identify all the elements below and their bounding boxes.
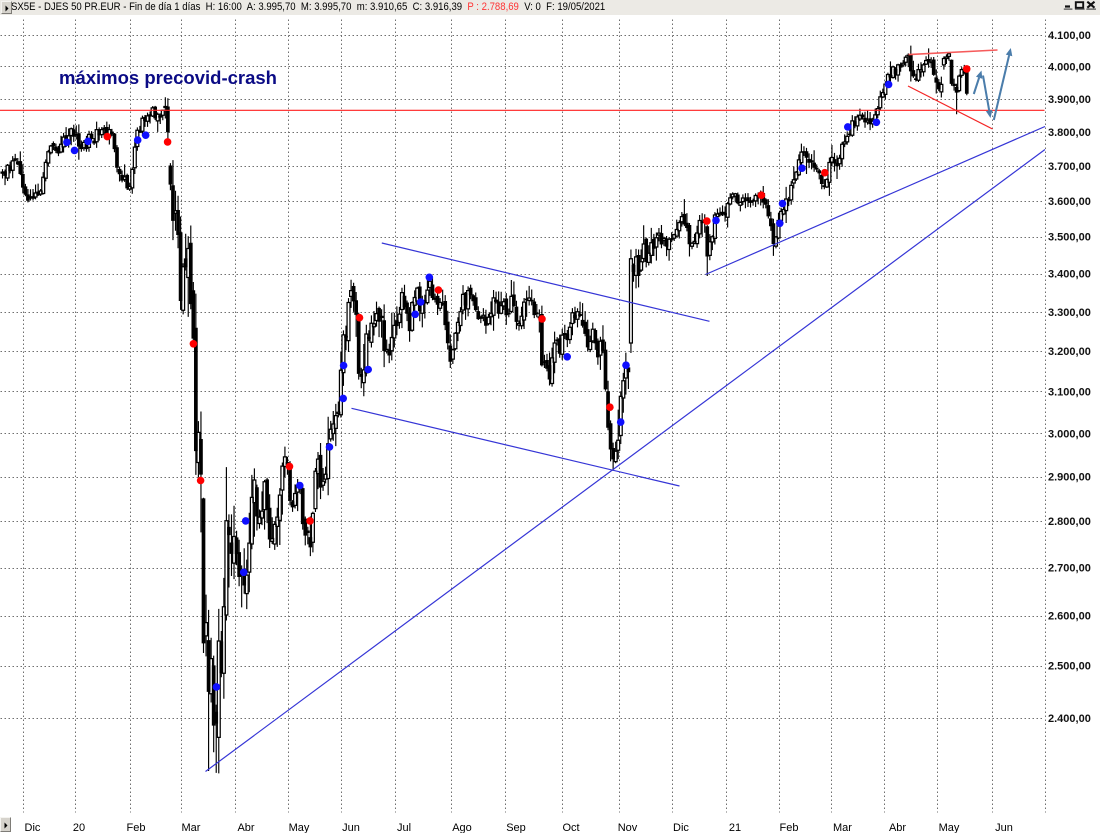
svg-text:2.800,00: 2.800,00 bbox=[1048, 516, 1091, 528]
svg-text:2.900,00: 2.900,00 bbox=[1048, 472, 1091, 484]
svg-text:4.100,00: 4.100,00 bbox=[1048, 30, 1091, 42]
svg-text:3.300,00: 3.300,00 bbox=[1048, 307, 1091, 319]
svg-text:3.600,00: 3.600,00 bbox=[1048, 196, 1091, 208]
svg-text:May: May bbox=[939, 822, 960, 833]
svg-text:Nov: Nov bbox=[618, 822, 638, 833]
svg-text:May: May bbox=[289, 822, 310, 833]
svg-text:Abr: Abr bbox=[237, 822, 254, 833]
svg-text:máximos precovid-crash: máximos precovid-crash bbox=[59, 67, 277, 88]
svg-text:Dic: Dic bbox=[673, 822, 689, 833]
svg-text:3.000,00: 3.000,00 bbox=[1048, 428, 1091, 440]
svg-text:2.500,00: 2.500,00 bbox=[1048, 661, 1091, 673]
svg-text:4.000,00: 4.000,00 bbox=[1048, 62, 1091, 74]
svg-text:Mar: Mar bbox=[182, 822, 201, 833]
svg-text:Mar: Mar bbox=[833, 822, 852, 833]
svg-text:Jun: Jun bbox=[342, 822, 360, 833]
svg-text:3.400,00: 3.400,00 bbox=[1048, 269, 1091, 281]
svg-text:2.600,00: 2.600,00 bbox=[1048, 611, 1091, 623]
svg-text:Jun: Jun bbox=[995, 822, 1013, 833]
svg-text:3.700,00: 3.700,00 bbox=[1048, 161, 1091, 173]
svg-text:Oct: Oct bbox=[562, 822, 579, 833]
svg-text:Feb: Feb bbox=[127, 822, 146, 833]
svg-text:Abr: Abr bbox=[889, 822, 906, 833]
svg-text:2.400,00: 2.400,00 bbox=[1048, 713, 1091, 725]
svg-text:21: 21 bbox=[729, 822, 741, 833]
svg-text:2.700,00: 2.700,00 bbox=[1048, 563, 1091, 575]
svg-text:3.500,00: 3.500,00 bbox=[1048, 232, 1091, 244]
svg-text:20: 20 bbox=[73, 822, 85, 833]
svg-text:Feb: Feb bbox=[780, 822, 799, 833]
svg-text:Sep: Sep bbox=[506, 822, 526, 833]
svg-text:3.100,00: 3.100,00 bbox=[1048, 387, 1091, 399]
svg-text:3.900,00: 3.900,00 bbox=[1048, 94, 1091, 106]
svg-text:Jul: Jul bbox=[397, 822, 411, 833]
svg-text:Dic: Dic bbox=[25, 822, 41, 833]
svg-text:3.800,00: 3.800,00 bbox=[1048, 127, 1091, 139]
svg-text:3.200,00: 3.200,00 bbox=[1048, 346, 1091, 358]
svg-text:Ago: Ago bbox=[452, 822, 472, 833]
